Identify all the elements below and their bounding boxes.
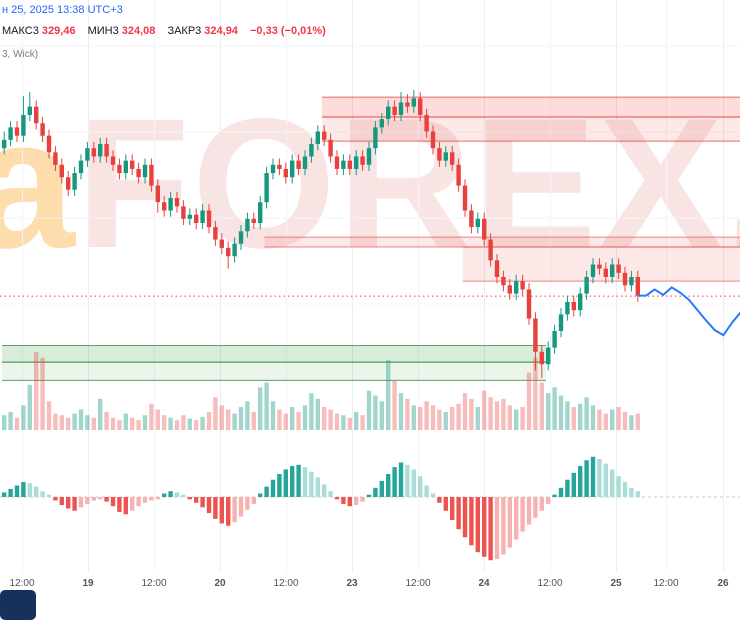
ohlc-readout: МАКС3 329,46 МИН3 324,08 ЗАКР3 324,94 −0,33… bbox=[2, 25, 335, 37]
forecast-line bbox=[637, 286, 740, 337]
high-value: 329,46 bbox=[41, 25, 76, 37]
supply-demand-zones bbox=[2, 96, 740, 381]
crosshair-datetime: н 25, 2025 13:38 UTC+3 bbox=[2, 4, 123, 16]
time-axis-label[interactable]: 26 bbox=[717, 578, 729, 589]
time-axis-label[interactable]: 12:00 bbox=[537, 578, 562, 589]
time-axis-label[interactable]: 23 bbox=[346, 578, 358, 589]
watermark-text: FOREX. bbox=[76, 81, 740, 287]
watermark: aFOREX. bbox=[0, 92, 740, 277]
time-axis-label[interactable]: 20 bbox=[214, 578, 226, 589]
close-value: 324,94 bbox=[204, 25, 238, 37]
volume-layer bbox=[2, 352, 640, 430]
grid bbox=[0, 0, 740, 572]
change-value: −0,33 (−0,01%) bbox=[250, 25, 326, 37]
time-axis-label[interactable]: 25 bbox=[610, 578, 622, 589]
time-axis-label[interactable]: 12:00 bbox=[9, 578, 34, 589]
close-label: ЗАКР3 bbox=[167, 25, 202, 37]
time-axis-label[interactable]: 12:00 bbox=[653, 578, 678, 589]
candles-layer bbox=[2, 90, 640, 378]
indicator-label: 3, Wick) bbox=[2, 49, 39, 60]
high-label: МАКС3 bbox=[2, 25, 39, 37]
time-axis-label[interactable]: 19 bbox=[82, 578, 94, 589]
time-axis[interactable]: 12:00 19 12:00 20 12:00 23 12:00 24 12:00 25 12:00… bbox=[9, 578, 729, 589]
time-axis-label[interactable]: 12:00 bbox=[405, 578, 430, 589]
time-axis-label[interactable]: 24 bbox=[478, 578, 490, 589]
oscillator-layer bbox=[2, 456, 640, 561]
broker-logo bbox=[0, 590, 36, 620]
low-value: 324,08 bbox=[121, 25, 156, 37]
time-axis-label[interactable]: 12:00 bbox=[141, 578, 166, 589]
low-label: МИН3 bbox=[87, 25, 119, 37]
time-axis-label[interactable]: 12:00 bbox=[273, 578, 298, 589]
